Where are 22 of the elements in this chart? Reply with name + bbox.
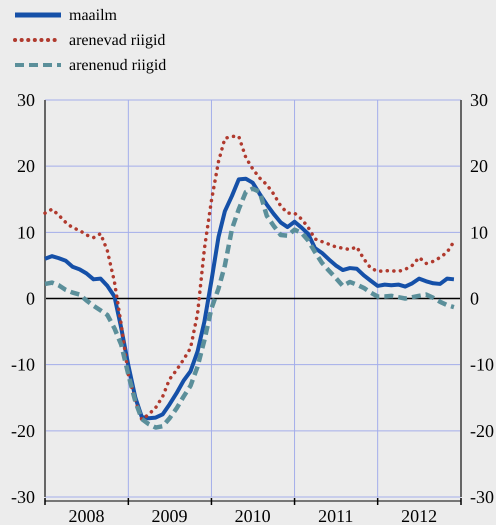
y2-tick-label: -10 (470, 354, 494, 375)
legend-label: arenenud riigid (69, 57, 166, 74)
x-tick-label: 2010 (234, 506, 271, 525)
y-tick-label: -10 (11, 354, 35, 375)
y-tick-label: 30 (17, 90, 35, 110)
x-tick-label: 2009 (152, 506, 188, 525)
y2-tick-label: 0 (470, 288, 479, 308)
y-tick-label: 10 (17, 222, 35, 242)
x-tick-label: 2011 (318, 506, 354, 525)
legend-label: arenevad riigid (69, 32, 166, 49)
y2-tick-label: 30 (470, 90, 488, 110)
y-tick-label: -30 (11, 487, 35, 507)
y-tick-label: -20 (11, 420, 35, 441)
y-tick-label: 20 (17, 156, 35, 176)
x-tick-label: 2008 (68, 506, 104, 525)
legend-label: maailm (69, 7, 118, 24)
y2-tick-label: 10 (470, 222, 488, 242)
y2-tick-label: -20 (470, 420, 494, 441)
y2-tick-label: -30 (470, 487, 494, 507)
y-tick-label: 0 (26, 288, 35, 308)
y2-tick-label: 20 (470, 156, 488, 176)
x-tick-label: 2012 (401, 506, 438, 525)
